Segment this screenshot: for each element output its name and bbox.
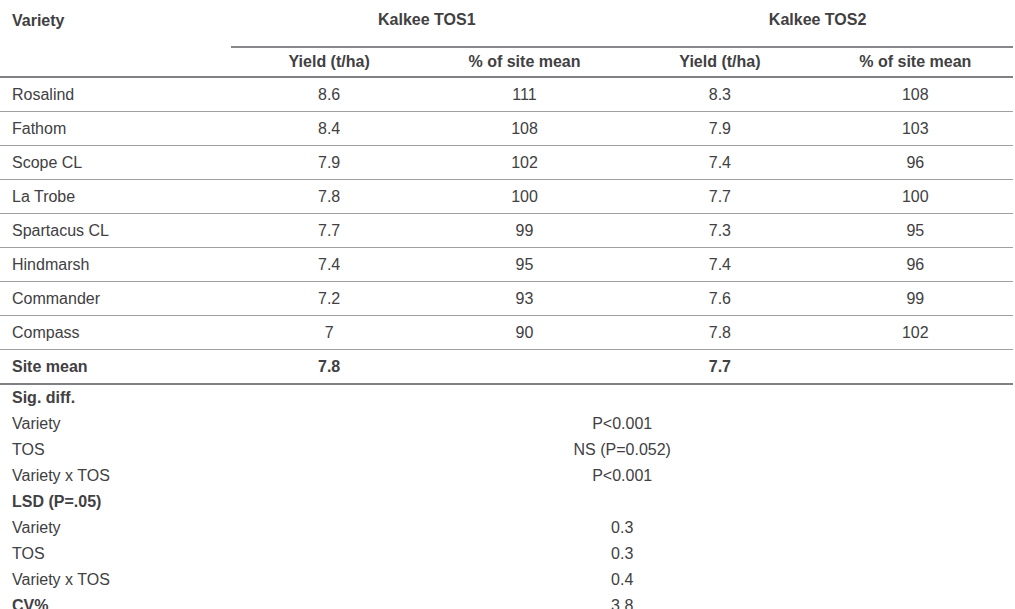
tos1-yield-cell: 7.8 [231, 180, 426, 214]
variety-name-cell: Compass [0, 316, 231, 350]
tos2-yield-cell: 7.3 [622, 214, 817, 248]
tos1-pct-cell: 111 [427, 77, 622, 112]
tos1-pct-cell: 99 [427, 214, 622, 248]
tos1-yield-cell: 8.4 [231, 112, 426, 146]
stat-row: LSD (P=.05) [0, 489, 1013, 515]
table-header: Variety Kalkee TOS1 Kalkee TOS2 Yield (t… [0, 3, 1013, 77]
tos2-pct-cell: 99 [818, 282, 1013, 316]
site-mean-section: Site mean 7.8 7.7 [0, 350, 1013, 385]
tos1-pct-cell: 100 [427, 180, 622, 214]
table-row: La Trobe 7.8 100 7.7 100 [0, 180, 1013, 214]
table-row: Scope CL 7.9 102 7.4 96 [0, 146, 1013, 180]
tos1-yield-cell: 8.6 [231, 77, 426, 112]
tos2-yield-cell: 8.3 [622, 77, 817, 112]
tos2-yield-cell: 7.4 [622, 248, 817, 282]
tos1-pct-cell: 108 [427, 112, 622, 146]
tos2-yield-cell: 7.7 [622, 180, 817, 214]
col-header-tos1-pct: % of site mean [427, 47, 622, 77]
tos1-pct-cell: 95 [427, 248, 622, 282]
stat-label-cell: Variety [0, 515, 231, 541]
stat-row: TOS NS (P=0.052) [0, 437, 1013, 463]
variety-name-cell: Fathom [0, 112, 231, 146]
stat-value-cell: 3.8 [231, 593, 1013, 609]
tos1-pct-cell: 90 [427, 316, 622, 350]
stat-value-cell: 0.4 [231, 567, 1013, 593]
stats-rows: Sig. diff. Variety P<0.001 TOS NS (P=0.0… [0, 384, 1013, 609]
stat-value-cell: NS (P=0.052) [231, 437, 1013, 463]
table-row: Rosalind 8.6 111 8.3 108 [0, 77, 1013, 112]
stat-label-cell: Variety x TOS [0, 463, 231, 489]
group-header-kalkee-tos2: Kalkee TOS2 [622, 3, 1013, 47]
tos1-pct-cell: 93 [427, 282, 622, 316]
col-header-tos2-pct: % of site mean [818, 47, 1013, 77]
group-header-kalkee-tos1: Kalkee TOS1 [231, 3, 622, 47]
variety-name-cell: Spartacus CL [0, 214, 231, 248]
stat-label-cell: Variety x TOS [0, 567, 231, 593]
variety-name-cell: La Trobe [0, 180, 231, 214]
tos2-pct-cell: 103 [818, 112, 1013, 146]
table-row: Hindmarsh 7.4 95 7.4 96 [0, 248, 1013, 282]
variety-name-cell: Hindmarsh [0, 248, 231, 282]
stat-value-cell: 0.3 [231, 515, 1013, 541]
tos2-pct-cell: 108 [818, 77, 1013, 112]
col-header-tos2-yield: Yield (t/ha) [622, 47, 817, 77]
table-row: Spartacus CL 7.7 99 7.3 95 [0, 214, 1013, 248]
variety-name-cell: Scope CL [0, 146, 231, 180]
stat-label-cell: TOS [0, 541, 231, 567]
site-mean-label: Site mean [0, 350, 231, 385]
stat-label-cell: Variety [0, 411, 231, 437]
table-row: Fathom 8.4 108 7.9 103 [0, 112, 1013, 146]
tos1-pct-cell: 102 [427, 146, 622, 180]
stat-row: Variety x TOS P<0.001 [0, 463, 1013, 489]
stat-value-cell: P<0.001 [231, 463, 1013, 489]
tos2-yield-cell: 7.9 [622, 112, 817, 146]
stat-value-cell: P<0.001 [231, 411, 1013, 437]
stat-label-cell: Sig. diff. [0, 384, 231, 411]
col-header-variety: Variety [0, 3, 231, 77]
stat-label-cell: CV% [0, 593, 231, 609]
tos2-pct-cell: 96 [818, 146, 1013, 180]
site-mean-tos2-yield: 7.7 [622, 350, 817, 385]
tos1-yield-cell: 7.7 [231, 214, 426, 248]
table-row: Commander 7.2 93 7.6 99 [0, 282, 1013, 316]
variety-name-cell: Rosalind [0, 77, 231, 112]
tos1-yield-cell: 7 [231, 316, 426, 350]
tos2-yield-cell: 7.6 [622, 282, 817, 316]
table-row: Compass 7 90 7.8 102 [0, 316, 1013, 350]
variety-rows: Rosalind 8.6 111 8.3 108 Fathom 8.4 108 … [0, 77, 1013, 350]
stat-row: Sig. diff. [0, 384, 1013, 411]
group-header-row: Variety Kalkee TOS1 Kalkee TOS2 [0, 3, 1013, 47]
tos2-yield-cell: 7.4 [622, 146, 817, 180]
tos1-yield-cell: 7.9 [231, 146, 426, 180]
site-mean-tos2-pct [818, 350, 1013, 385]
tos1-yield-cell: 7.2 [231, 282, 426, 316]
tos2-pct-cell: 96 [818, 248, 1013, 282]
site-mean-tos1-yield: 7.8 [231, 350, 426, 385]
stat-value-cell: 0.3 [231, 541, 1013, 567]
tos2-pct-cell: 102 [818, 316, 1013, 350]
site-mean-row: Site mean 7.8 7.7 [0, 350, 1013, 385]
page: Variety Kalkee TOS1 Kalkee TOS2 Yield (t… [0, 0, 1015, 609]
stat-row: TOS 0.3 [0, 541, 1013, 567]
stat-label-cell: LSD (P=.05) [0, 489, 231, 515]
stat-label-cell: TOS [0, 437, 231, 463]
stat-row: Variety x TOS 0.4 [0, 567, 1013, 593]
col-header-tos1-yield: Yield (t/ha) [231, 47, 426, 77]
stat-value-cell [231, 384, 1013, 411]
stat-value-cell [231, 489, 1013, 515]
variety-yield-table: Variety Kalkee TOS1 Kalkee TOS2 Yield (t… [0, 3, 1013, 609]
tos2-pct-cell: 100 [818, 180, 1013, 214]
stat-row: Variety 0.3 [0, 515, 1013, 541]
site-mean-tos1-pct [427, 350, 622, 385]
stat-row: CV% 3.8 [0, 593, 1013, 609]
tos1-yield-cell: 7.4 [231, 248, 426, 282]
tos2-yield-cell: 7.8 [622, 316, 817, 350]
tos2-pct-cell: 95 [818, 214, 1013, 248]
stat-row: Variety P<0.001 [0, 411, 1013, 437]
variety-name-cell: Commander [0, 282, 231, 316]
